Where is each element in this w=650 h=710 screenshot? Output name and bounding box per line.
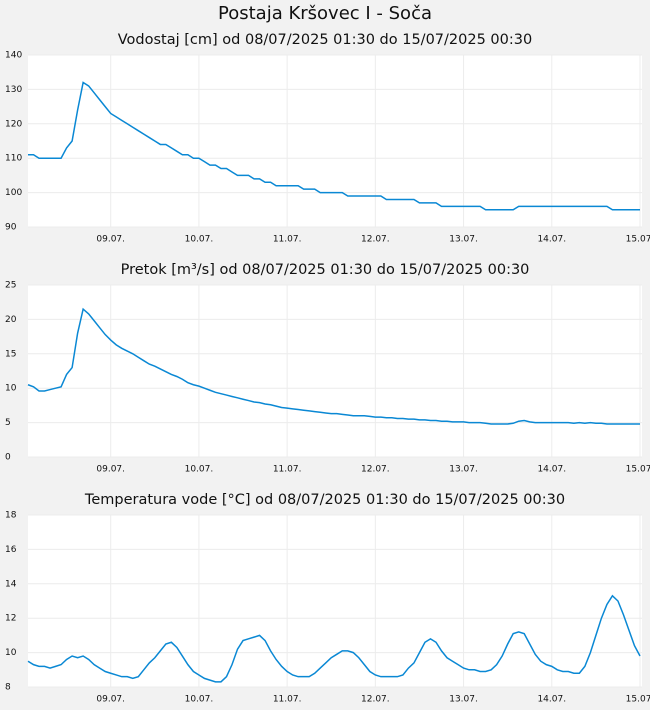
x-tick-label: 15.07. [626, 695, 650, 705]
x-tick-label: 10.07. [185, 235, 214, 245]
x-tick-label: 15.07. [626, 235, 650, 245]
plot-area [28, 55, 642, 227]
line [27, 594, 641, 683]
x-tick-label: 13.07. [449, 235, 478, 245]
page-title: Postaja Kršovec I - Soča [218, 3, 432, 24]
x-tick-label: 13.07. [449, 465, 478, 475]
y-tick-label: 15 [5, 349, 16, 359]
x-tick-label: 12.07. [361, 695, 390, 705]
chart-title: Temperatura vode [°C] od 08/07/2025 01:3… [84, 492, 565, 508]
y-tick-label: 10 [5, 384, 17, 394]
y-tick-label: 14 [5, 579, 17, 589]
x-tick-label: 09.07. [96, 235, 125, 245]
x-tick-label: 09.07. [96, 695, 125, 705]
plot-area [28, 515, 642, 687]
y-tick-label: 140 [5, 51, 22, 61]
x-tick-label: 12.07. [361, 465, 390, 475]
y-tick-label: 8 [5, 683, 11, 693]
y-tick-label: 12 [5, 614, 16, 624]
y-tick-label: 0 [5, 453, 11, 463]
chart-title: Pretok [m³/s] od 08/07/2025 01:30 do 15/… [121, 262, 530, 278]
line [27, 307, 640, 425]
x-tick-label: 11.07. [273, 465, 302, 475]
y-tick-label: 25 [5, 281, 16, 291]
y-tick-label: 10 [5, 648, 17, 658]
x-tick-label: 14.07. [537, 235, 566, 245]
y-tick-label: 130 [5, 85, 22, 95]
y-tick-label: 120 [5, 119, 22, 129]
x-tick-label: 14.07. [537, 695, 566, 705]
x-tick-label: 09.07. [96, 465, 125, 475]
plot-area [28, 285, 642, 457]
y-tick-label: 110 [5, 154, 22, 164]
y-tick-label: 16 [5, 545, 17, 555]
x-tick-label: 11.07. [273, 235, 302, 245]
x-tick-label: 14.07. [537, 465, 566, 475]
x-tick-label: 13.07. [449, 695, 478, 705]
x-tick-label: 12.07. [361, 235, 390, 245]
y-tick-label: 100 [5, 188, 22, 198]
y-tick-label: 90 [5, 223, 17, 233]
y-tick-label: 20 [5, 315, 17, 325]
x-tick-label: 10.07. [185, 465, 214, 475]
chart-title: Vodostaj [cm] od 08/07/2025 01:30 do 15/… [118, 32, 532, 48]
x-tick-label: 15.07. [626, 465, 650, 475]
x-tick-label: 11.07. [273, 695, 302, 705]
y-tick-label: 5 [5, 418, 11, 428]
line [28, 81, 640, 211]
y-tick-label: 18 [5, 511, 17, 521]
x-tick-label: 10.07. [185, 695, 214, 705]
